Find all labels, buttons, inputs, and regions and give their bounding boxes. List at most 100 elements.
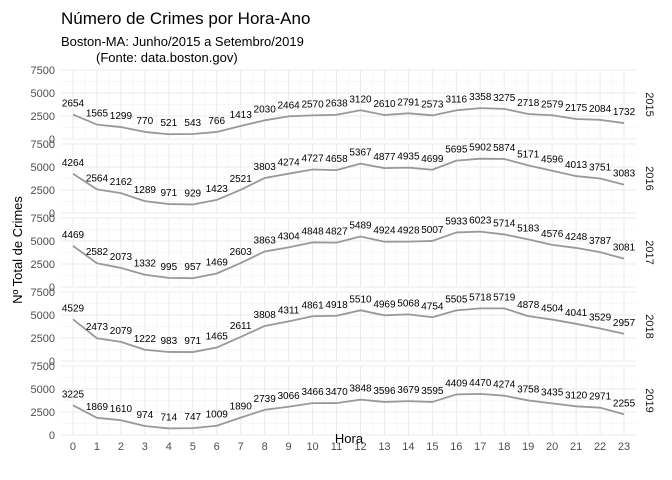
y-tick-label: 7500	[31, 287, 55, 299]
series-line-2019	[72, 392, 625, 430]
data-label: 5695	[445, 145, 468, 156]
data-label: 1332	[134, 259, 157, 270]
x-tick-label: 14	[402, 441, 414, 453]
x-tick-label: 7	[238, 441, 244, 453]
data-label: 2654	[62, 99, 85, 110]
data-label: 3435	[541, 387, 564, 398]
data-label: 5510	[349, 294, 372, 305]
series-line-2015	[72, 107, 625, 136]
facet-strip-label: 2018	[643, 314, 655, 338]
data-label: 1299	[110, 111, 133, 122]
data-label: 2473	[86, 322, 109, 333]
data-label: 2611	[230, 321, 252, 332]
data-label: 4658	[325, 154, 348, 165]
x-tick-label: 3	[142, 441, 148, 453]
data-label: 971	[160, 188, 177, 199]
data-label: 3225	[62, 389, 85, 400]
x-tick-label: 6	[214, 441, 220, 453]
data-label: 3848	[349, 384, 372, 395]
x-tick-label: 8	[262, 441, 268, 453]
data-label: 5505	[445, 294, 468, 305]
data-label: 2957	[613, 318, 636, 329]
y-tick-label: 7500	[31, 139, 55, 151]
data-label: 1565	[86, 109, 109, 120]
data-label: 4469	[62, 230, 85, 241]
x-tick-label: 16	[450, 441, 462, 453]
data-label: 1469	[206, 257, 229, 268]
data-label: 4878	[517, 300, 540, 311]
data-label: 2570	[301, 99, 324, 110]
data-label: 4928	[397, 226, 420, 237]
data-label: 5714	[493, 218, 516, 229]
data-label: 4274	[277, 158, 300, 169]
y-tick-label: 0	[49, 208, 55, 220]
facet-strip-label: 2016	[643, 166, 655, 190]
data-label: 3787	[589, 236, 612, 247]
x-tick-label: 12	[354, 441, 366, 453]
x-tick-label: 13	[378, 441, 390, 453]
data-label: 3081	[613, 243, 636, 254]
y-tick-label: 0	[49, 134, 55, 146]
data-label: 4304	[277, 231, 300, 242]
y-tick-label: 2500	[31, 259, 55, 271]
y-tick-label: 5000	[31, 162, 55, 174]
data-label: 995	[160, 262, 177, 273]
data-label: 5007	[421, 225, 444, 236]
x-tick-label: 1	[94, 441, 100, 453]
y-tick-label: 2500	[31, 333, 55, 345]
data-label: 4877	[373, 152, 396, 163]
data-label: 3466	[301, 387, 324, 398]
data-label: 5719	[493, 292, 516, 303]
data-label: 971	[184, 336, 201, 347]
data-label: 4699	[421, 154, 444, 165]
data-label: 766	[208, 116, 225, 127]
data-label: 3358	[469, 92, 492, 103]
data-label: 4861	[301, 300, 324, 311]
y-tick-label: 0	[49, 430, 55, 442]
y-tick-label: 5000	[31, 310, 55, 322]
data-label: 5183	[517, 223, 540, 234]
data-label: 1465	[206, 332, 229, 343]
y-tick-label: 2500	[31, 185, 55, 197]
data-label: 2030	[254, 104, 277, 115]
data-label: 4935	[397, 152, 420, 163]
data-label: 1413	[230, 110, 253, 121]
data-label: 5874	[493, 143, 516, 154]
facet-strip-label: 2019	[643, 388, 655, 412]
data-label: 1610	[110, 404, 133, 415]
x-tick-label: 9	[286, 441, 292, 453]
x-tick-label: 15	[426, 441, 438, 453]
data-label: 1289	[134, 185, 157, 196]
x-axis: 0 1 2 3 4 5 6 7 8 9 10 11 12 13 14 15 16 17 18 19 20 21 22 23	[70, 441, 630, 453]
series-line-2016	[72, 157, 625, 206]
data-label: 3758	[517, 384, 540, 395]
data-label: 2521	[230, 174, 253, 185]
data-label: 3751	[589, 162, 612, 173]
facet-strip-label: 2015	[643, 92, 655, 116]
data-label: 4969	[373, 299, 396, 310]
data-label: 5718	[469, 292, 492, 303]
data-label: 929	[184, 188, 201, 199]
data-label: 5933	[445, 216, 468, 227]
data-label: 521	[160, 118, 177, 129]
data-label: 3529	[589, 313, 612, 324]
data-label: 1009	[206, 410, 229, 421]
data-label: 2971	[589, 392, 612, 403]
y-tick-label: 7500	[31, 213, 55, 225]
y-tick-label: 7500	[31, 65, 55, 77]
data-label: 2255	[613, 398, 636, 409]
data-label: 2603	[230, 247, 253, 258]
data-label: 5068	[397, 298, 420, 309]
chart-title: Número de Crimes por Hora-Ano	[61, 9, 310, 28]
data-label: 714	[160, 412, 177, 423]
x-tick-label: 10	[306, 441, 318, 453]
x-tick-label: 21	[570, 441, 582, 453]
data-label: 4264	[62, 158, 85, 169]
x-tick-label: 5	[190, 441, 196, 453]
